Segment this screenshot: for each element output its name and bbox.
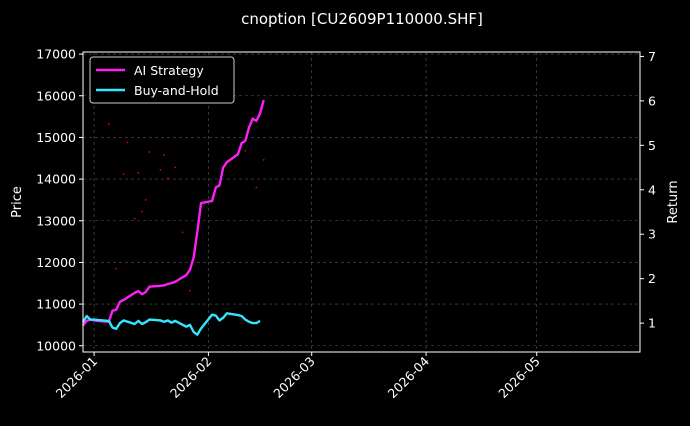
legend-label-buy-and-hold: Buy-and-Hold	[134, 83, 219, 98]
y2-tick-label: 7	[648, 49, 656, 64]
chart-title: cnoption [CU2609P110000.SHF]	[241, 10, 483, 28]
y-tick-label: 12000	[36, 255, 76, 270]
y-axis-label-right: Return	[666, 180, 681, 223]
legend: AI Strategy Buy-and-Hold	[89, 56, 235, 104]
y2-tick-label: 5	[648, 138, 656, 153]
y-tick-label: 10000	[36, 338, 76, 353]
y2-tick-label: 6	[648, 93, 656, 108]
y2-tick-label: 2	[648, 271, 656, 286]
y-tick-label: 15000	[36, 130, 76, 145]
price-point	[174, 166, 177, 169]
price-point	[159, 169, 162, 171]
price-point	[144, 199, 147, 201]
price-point	[163, 154, 166, 156]
price-point	[126, 141, 129, 144]
y-axis-right: 1 2 3 4 5 6 7	[640, 49, 656, 331]
price-point	[166, 177, 169, 180]
y-tick-label: 17000	[36, 47, 76, 62]
y-tick-label: 14000	[36, 172, 76, 187]
price-point	[137, 171, 140, 174]
series-lines	[81, 99, 265, 336]
y-tick-label: 11000	[36, 297, 76, 312]
legend-label-ai-strategy: AI Strategy	[134, 63, 204, 78]
price-point	[189, 289, 191, 292]
price-point	[107, 123, 110, 125]
price-point	[148, 151, 151, 153]
y2-tick-label: 1	[648, 316, 656, 331]
y2-tick-label: 3	[648, 227, 656, 242]
line-buy-and-hold	[81, 312, 261, 336]
y2-tick-label: 4	[648, 182, 656, 197]
price-point	[262, 159, 265, 161]
price-point	[122, 173, 125, 175]
plot-frame	[82, 51, 641, 353]
price-point	[141, 210, 143, 213]
y-tick-label: 13000	[36, 213, 76, 228]
y-tick-label: 16000	[36, 88, 76, 103]
line-ai-strategy	[82, 99, 265, 327]
y-axis-label-left: Price	[10, 186, 25, 218]
price-point	[244, 149, 247, 152]
legend-box	[89, 56, 235, 104]
price-point	[181, 231, 184, 234]
price-points	[107, 123, 265, 292]
y-axis-left: 10000 11000 12000 13000 14000 15000 16000 17000	[36, 47, 83, 353]
price-point	[255, 186, 258, 189]
price-point	[115, 267, 118, 270]
price-point	[133, 217, 136, 220]
